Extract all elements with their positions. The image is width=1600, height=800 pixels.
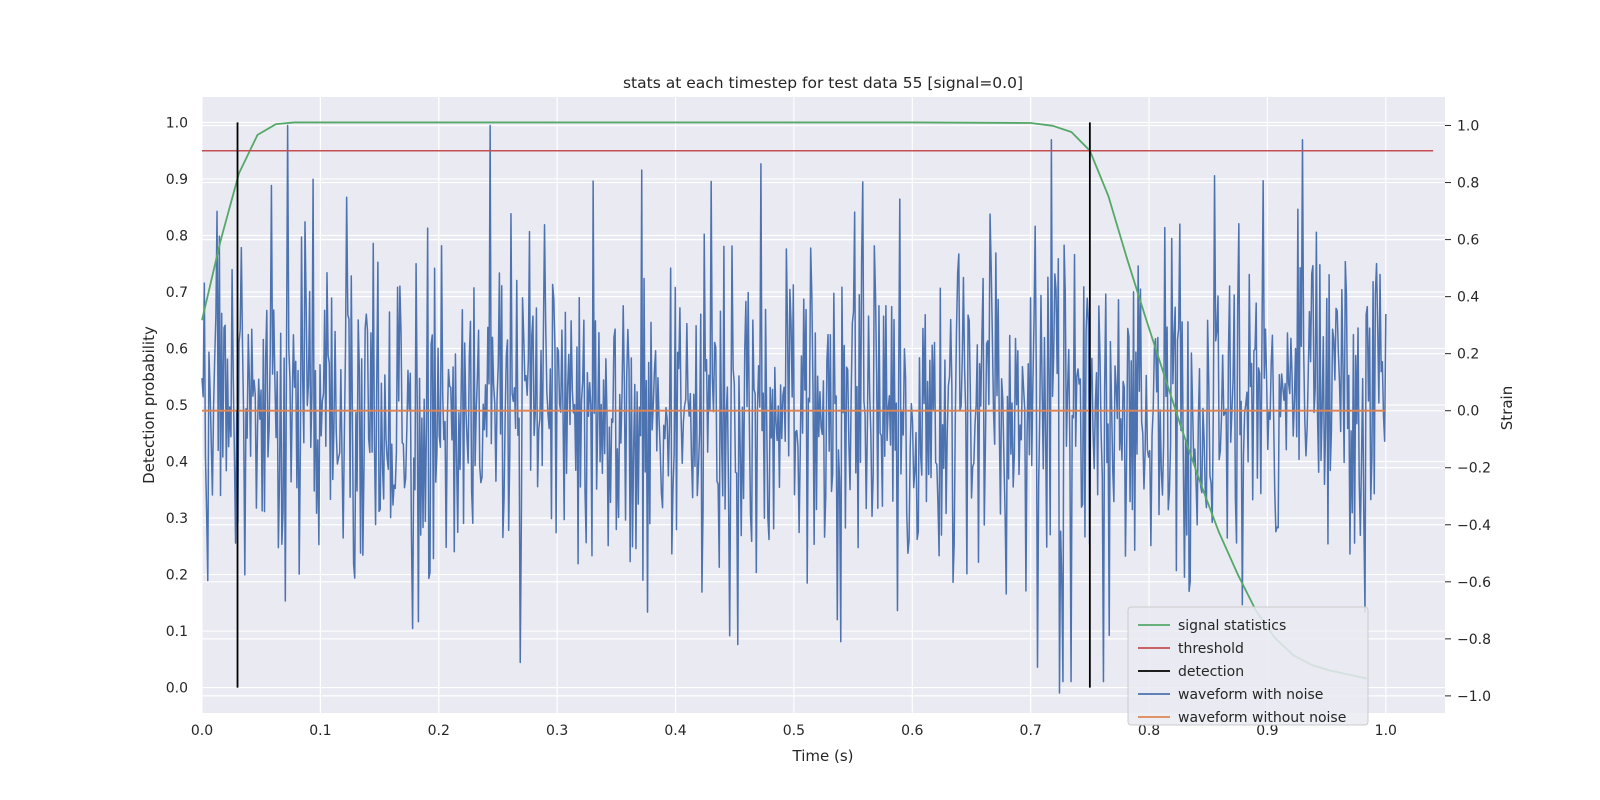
y-left-tick-label: 0.5: [166, 398, 188, 414]
y-right-tick-label: −0.2: [1457, 461, 1491, 477]
x-tick-label: 1.0: [1375, 723, 1397, 739]
legend-box: [1127, 606, 1369, 726]
y-left-tick-label: 0.1: [166, 624, 188, 640]
y-right-tick-label: −0.6: [1457, 575, 1491, 591]
x-tick-label: 0.4: [664, 723, 686, 739]
x-tick-label: 0.2: [428, 723, 450, 739]
legend-label: detection: [1178, 664, 1244, 680]
x-tick-label: 0.3: [546, 723, 568, 739]
y-right-tick-label: −0.4: [1457, 518, 1491, 534]
x-tick-label: 0.1: [309, 723, 331, 739]
y-left-tick-label: 0.4: [166, 455, 188, 471]
y-right-tick-labels: −1.0 −0.8 −0.6 −0.4 −0.2 0.0 0.2 0.4 0.6 0.8 1.0: [1445, 119, 1491, 705]
x-axis-label: Time (s): [792, 747, 854, 765]
x-tick-label: 0.5: [783, 723, 805, 739]
y-left-tick-label: 0.6: [166, 341, 188, 357]
y-axis-right-label: Strain: [1498, 386, 1516, 430]
x-tick-labels: 0.0 0.1 0.2 0.3 0.4 0.5 0.6 0.7 0.8 0.9 1.0: [191, 723, 1397, 739]
legend-label: threshold: [1178, 641, 1244, 657]
x-tick-label: 0.9: [1256, 723, 1278, 739]
y-right-tick-label: 0.6: [1457, 233, 1479, 249]
y-left-tick-label: 0.8: [166, 228, 188, 244]
y-right-tick-label: 0.4: [1457, 290, 1479, 306]
x-tick-label: 0.6: [901, 723, 923, 739]
y-left-tick-label: 0.3: [166, 511, 188, 527]
y-axis-left-label: Detection probability: [140, 326, 158, 484]
x-tick-label: 0.7: [1020, 723, 1042, 739]
legend-label: waveform with noise: [1178, 687, 1323, 703]
y-right-tick-label: 1.0: [1457, 119, 1479, 135]
x-tick-label: 0.8: [1138, 723, 1160, 739]
y-right-tick-label: 0.0: [1457, 404, 1479, 420]
y-left-tick-labels: 0.0 0.1 0.2 0.3 0.4 0.5 0.6 0.7 0.8 0.9 1.0: [166, 115, 188, 696]
y-left-tick-label: 0.9: [166, 172, 188, 188]
y-right-tick-label: 0.2: [1457, 347, 1479, 363]
legend-label: signal statistics: [1178, 618, 1286, 634]
y-left-tick-label: 0.7: [166, 285, 188, 301]
chart-title: stats at each timestep for test data 55 …: [623, 74, 1023, 92]
y-left-tick-label: 0.0: [166, 681, 188, 697]
series-waveform-with-noise: [201, 124, 1387, 694]
y-right-tick-label: −1.0: [1457, 689, 1491, 705]
legend-label: waveform without noise: [1178, 710, 1346, 726]
y-left-tick-label: 0.2: [166, 568, 188, 584]
x-tick-label: 0.0: [191, 723, 213, 739]
y-left-tick-label: 1.0: [166, 115, 188, 131]
y-right-tick-label: −0.8: [1457, 632, 1491, 648]
y-right-tick-label: 0.8: [1457, 176, 1479, 192]
legend: signal statistics threshold detection wavef…: [1127, 606, 1369, 726]
